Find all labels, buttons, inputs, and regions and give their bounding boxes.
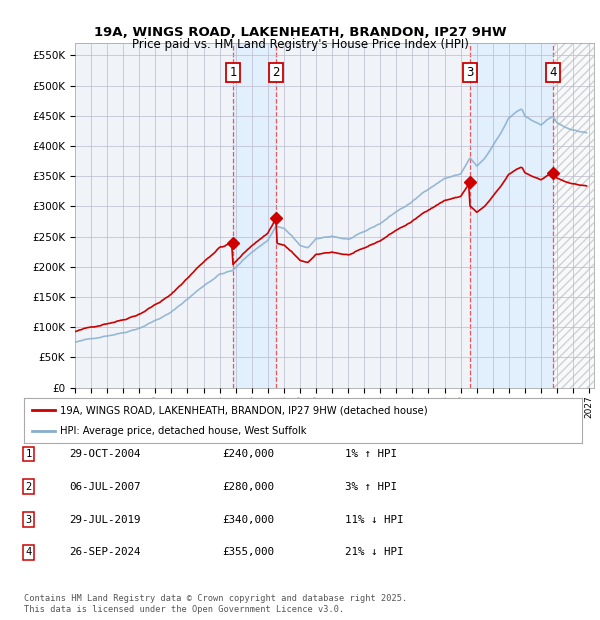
Text: 2: 2 xyxy=(272,66,280,79)
Text: Price paid vs. HM Land Registry's House Price Index (HPI): Price paid vs. HM Land Registry's House … xyxy=(131,38,469,51)
Text: 1: 1 xyxy=(26,449,32,459)
Text: 1: 1 xyxy=(229,66,236,79)
Text: 29-OCT-2004: 29-OCT-2004 xyxy=(69,449,140,459)
Text: £280,000: £280,000 xyxy=(222,482,274,492)
Text: 06-JUL-2007: 06-JUL-2007 xyxy=(69,482,140,492)
Text: 26-SEP-2024: 26-SEP-2024 xyxy=(69,547,140,557)
Bar xyxy=(233,43,276,388)
Text: 19A, WINGS ROAD, LAKENHEATH, BRANDON, IP27 9HW (detached house): 19A, WINGS ROAD, LAKENHEATH, BRANDON, IP… xyxy=(60,405,428,415)
Text: 29-JUL-2019: 29-JUL-2019 xyxy=(69,515,140,525)
Text: £355,000: £355,000 xyxy=(222,547,274,557)
Text: £240,000: £240,000 xyxy=(222,449,274,459)
Bar xyxy=(470,43,553,388)
Text: 4: 4 xyxy=(26,547,32,557)
Text: 3: 3 xyxy=(26,515,32,525)
Text: Contains HM Land Registry data © Crown copyright and database right 2025.
This d: Contains HM Land Registry data © Crown c… xyxy=(24,595,407,614)
Text: 2: 2 xyxy=(26,482,32,492)
Text: 3% ↑ HPI: 3% ↑ HPI xyxy=(345,482,397,492)
Text: £340,000: £340,000 xyxy=(222,515,274,525)
Text: 1% ↑ HPI: 1% ↑ HPI xyxy=(345,449,397,459)
Text: 21% ↓ HPI: 21% ↓ HPI xyxy=(345,547,404,557)
Bar xyxy=(553,43,594,388)
Text: HPI: Average price, detached house, West Suffolk: HPI: Average price, detached house, West… xyxy=(60,426,307,436)
Text: 3: 3 xyxy=(466,66,473,79)
Text: 19A, WINGS ROAD, LAKENHEATH, BRANDON, IP27 9HW: 19A, WINGS ROAD, LAKENHEATH, BRANDON, IP… xyxy=(94,26,506,39)
Bar xyxy=(553,43,594,388)
Text: 4: 4 xyxy=(549,66,557,79)
Text: 11% ↓ HPI: 11% ↓ HPI xyxy=(345,515,404,525)
